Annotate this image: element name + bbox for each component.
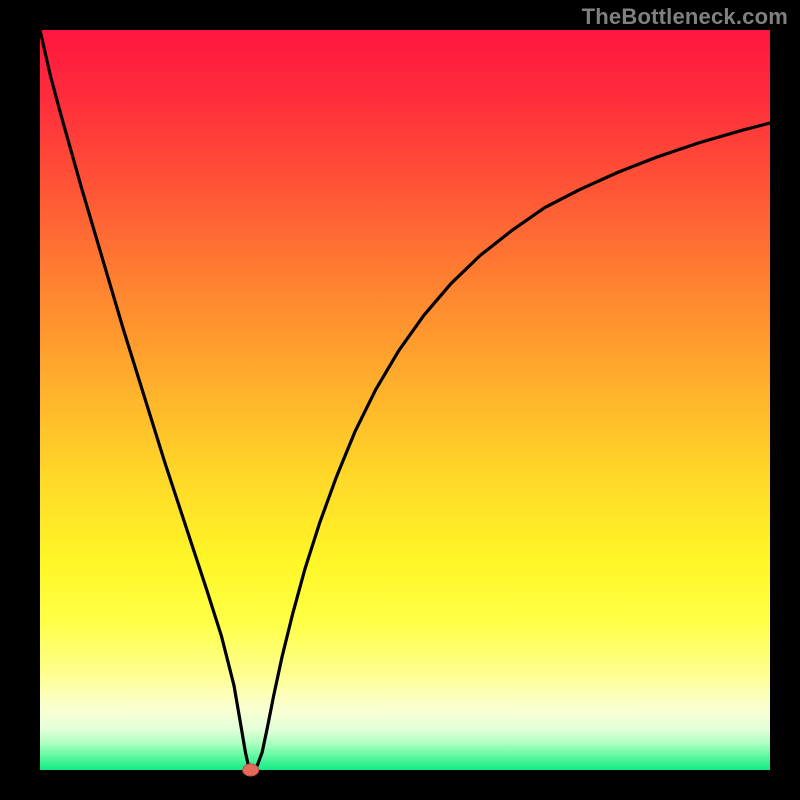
optimal-marker — [243, 764, 259, 776]
bottleneck-chart — [0, 0, 800, 800]
watermark-text: TheBottleneck.com — [582, 4, 788, 30]
chart-container: TheBottleneck.com — [0, 0, 800, 800]
plot-background — [40, 30, 770, 770]
